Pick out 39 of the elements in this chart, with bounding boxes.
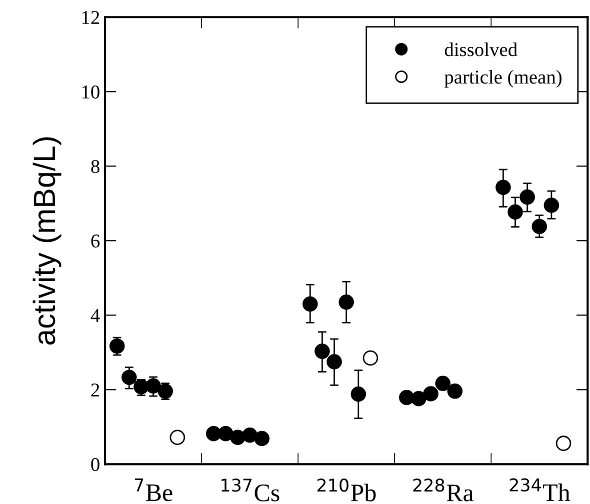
y-tick-label: 4 (90, 309, 100, 322)
point (254, 430, 270, 446)
point (435, 376, 450, 391)
point (447, 384, 463, 399)
point (218, 426, 234, 442)
y-tick-label: 10 (82, 85, 100, 99)
point (362, 350, 378, 366)
y-tick-label: 6 (91, 234, 100, 248)
x-tick-label: $^{228}$Ra (413, 478, 474, 502)
point (556, 436, 572, 451)
point (326, 354, 342, 370)
x-tick-label: $^{210}$Pb (317, 478, 376, 502)
y-axis-title: activity (mBq/L) (32, 137, 62, 345)
y-tick-label: 0 (91, 458, 100, 472)
point (146, 378, 161, 394)
point (314, 344, 330, 359)
point (411, 390, 426, 406)
x-tick-label: $^{234}$Th (510, 478, 570, 501)
point (350, 386, 366, 402)
point (496, 180, 511, 196)
point (508, 204, 523, 220)
point (338, 294, 354, 310)
point (230, 430, 246, 445)
point (532, 218, 548, 234)
y-tick-label: 2 (91, 384, 100, 396)
point (544, 198, 560, 213)
legend-label: particle (mean) (444, 70, 562, 88)
point (122, 370, 137, 386)
point (242, 427, 258, 443)
point (170, 430, 186, 445)
point (302, 296, 318, 312)
y-tick-label: 12 (82, 11, 100, 24)
x-tick-label: $^{137}$Cs (222, 478, 280, 502)
x-tick-label: $^{7}$Be (134, 478, 172, 502)
y-tick-label: 8 (91, 160, 100, 174)
point (423, 386, 438, 402)
point (109, 338, 125, 354)
legend-label: dissolved (444, 42, 518, 56)
point (520, 189, 535, 205)
